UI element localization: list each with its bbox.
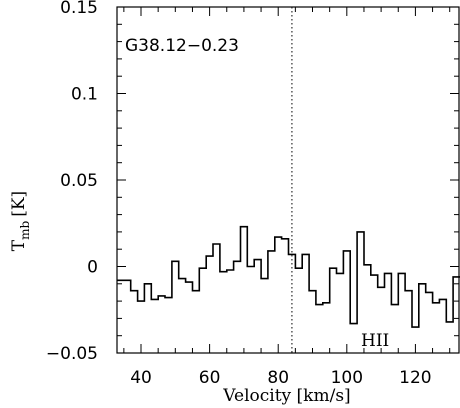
tick-marks bbox=[117, 6, 459, 354]
y-axis-label-main: T bbox=[9, 239, 29, 251]
x-tick-label: 40 bbox=[130, 368, 152, 388]
spectrum-series bbox=[117, 225, 460, 328]
source-name-label: G38.12−0.23 bbox=[125, 36, 239, 56]
y-tick-label: 0.15 bbox=[60, 0, 98, 18]
x-axis-label: Velocity [km/s] bbox=[222, 386, 350, 406]
y-axis-label-unit: [K] bbox=[9, 191, 29, 217]
plot-frame bbox=[116, 6, 460, 354]
y-tick-label: −0.05 bbox=[46, 344, 98, 364]
y-axis-label: Tmb [K] bbox=[9, 191, 32, 251]
y-axis-label-sub: mb bbox=[18, 220, 32, 239]
x-tick-label: 80 bbox=[267, 368, 289, 388]
x-tick-label: 60 bbox=[199, 368, 221, 388]
x-tick-label: 120 bbox=[399, 368, 431, 388]
y-tick-label: 0.1 bbox=[71, 85, 98, 105]
hii-region-label: HII bbox=[361, 331, 389, 351]
spectrum-step-line bbox=[117, 225, 460, 328]
tick-labels: 40 60 80 100 120 −0.05 0 0.05 0.1 0.15 bbox=[46, 0, 432, 388]
x-tick-label: 100 bbox=[331, 368, 363, 388]
y-tick-label: 0 bbox=[87, 258, 98, 278]
y-tick-label: 0.05 bbox=[60, 171, 98, 191]
svg-text:Tmb[K]: Tmb [K] bbox=[9, 191, 32, 251]
